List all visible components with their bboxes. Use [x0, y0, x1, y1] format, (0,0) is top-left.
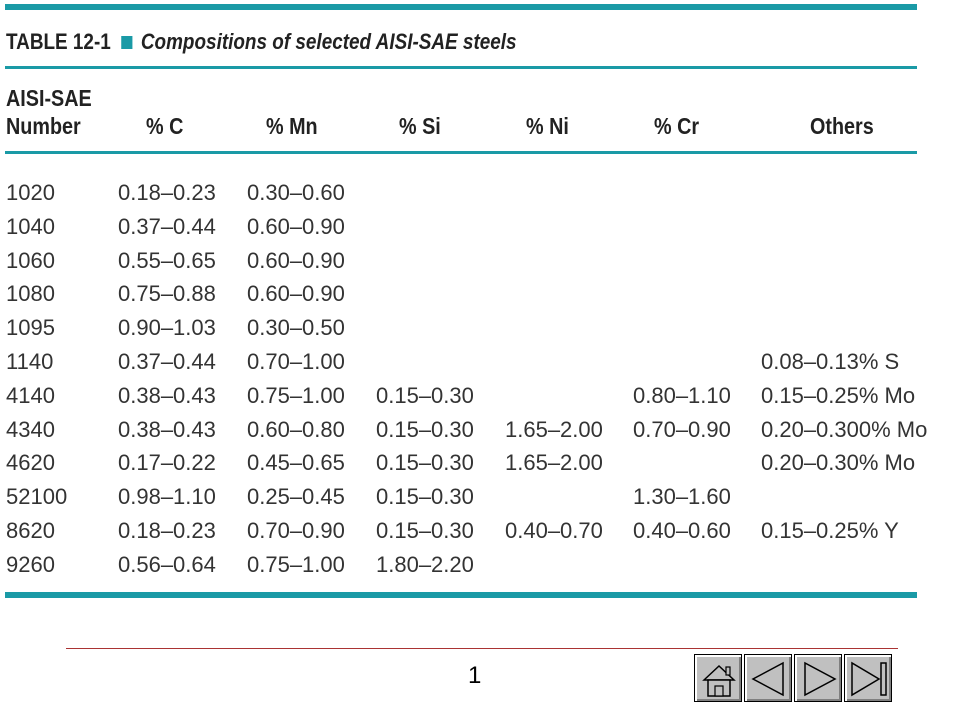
cell-mn: 0.75–1.00 — [247, 382, 345, 408]
cell-cr: 0.40–0.60 — [633, 518, 731, 543]
cell-c: 0.37–0.44 — [118, 213, 216, 239]
cell-c: 0.17–0.22 — [118, 450, 216, 476]
cell-others: 0.08–0.13% S — [761, 349, 900, 374]
header-ni: % Ni — [526, 113, 569, 139]
last-slide-icon — [851, 661, 887, 697]
cell-cr: 0.80–1.10 — [633, 382, 731, 408]
cell-c: 0.38–0.43 — [118, 382, 216, 408]
header-c: % C — [146, 113, 184, 139]
cell-si: 0.15–0.30 — [376, 484, 474, 510]
cell-mn: 0.45–0.65 — [247, 450, 345, 476]
cell-c: 0.56–0.64 — [118, 551, 216, 577]
table-title: TABLE 12-1 Compositions of selected AISI… — [6, 27, 517, 57]
cell-number: 4620 — [6, 450, 55, 476]
cell-number: 1095 — [6, 315, 55, 341]
home-button[interactable] — [694, 654, 742, 702]
table-number: TABLE 12-1 — [6, 29, 111, 54]
cell-others: 0.20–0.300% Mo — [761, 416, 928, 442]
top-rule — [5, 4, 917, 10]
cell-mn: 0.60–0.90 — [247, 213, 345, 239]
header-si: % Si — [399, 113, 441, 139]
cell-si: 0.15–0.30 — [376, 382, 474, 408]
cell-others: 0.15–0.25% Mo — [761, 382, 916, 408]
cell-ni: 1.65–2.00 — [505, 450, 603, 476]
cell-c: 0.18–0.23 — [118, 518, 216, 543]
page-number: 1 — [468, 662, 482, 689]
cell-cr: 1.30–1.60 — [633, 484, 731, 510]
title-square-icon — [121, 35, 133, 49]
cell-number: 52100 — [6, 484, 68, 510]
cell-c: 0.75–0.88 — [118, 281, 216, 307]
cell-others: 0.20–0.30% Mo — [761, 450, 916, 476]
cell-ni: 0.40–0.70 — [505, 518, 603, 543]
cell-si: 0.15–0.30 — [376, 518, 474, 543]
cell-number: 4140 — [6, 382, 55, 408]
cell-number: 1140 — [6, 349, 54, 374]
cell-mn: 0.30–0.60 — [247, 180, 345, 205]
cell-mn: 0.70–1.00 — [247, 349, 345, 374]
cell-number: 8620 — [6, 518, 55, 543]
last-slide-button[interactable] — [844, 654, 892, 702]
header-cr: % Cr — [654, 113, 700, 139]
header-rule — [5, 151, 917, 154]
cell-mn: 0.70–0.90 — [247, 518, 345, 543]
title-rule — [5, 66, 917, 69]
header-others: Others — [810, 113, 874, 139]
cell-c: 0.18–0.23 — [118, 180, 216, 205]
cell-number: 1080 — [6, 281, 55, 307]
cell-number: 4340 — [6, 416, 55, 442]
cell-c: 0.98–1.10 — [118, 484, 216, 510]
cell-si: 0.15–0.30 — [376, 416, 474, 442]
cell-number: 1040 — [6, 213, 55, 239]
cell-mn: 0.60–0.80 — [247, 416, 345, 442]
cell-mn: 0.75–1.00 — [247, 551, 345, 577]
header-number-line2: Number — [6, 113, 81, 139]
header-number-line1: AISI-SAE — [6, 85, 92, 111]
next-icon — [804, 661, 837, 697]
table-caption: Compositions of selected AISI-SAE steels — [140, 29, 517, 54]
cell-number: 1060 — [6, 247, 55, 273]
bottom-rule — [5, 592, 917, 598]
cell-others: 0.15–0.25% Y — [761, 518, 899, 543]
previous-icon — [751, 661, 784, 697]
cell-si: 0.15–0.30 — [376, 450, 474, 476]
cell-mn: 0.25–0.45 — [247, 484, 345, 510]
cell-c: 0.55–0.65 — [118, 247, 216, 273]
next-button[interactable] — [794, 654, 842, 702]
cell-cr: 0.70–0.90 — [633, 416, 731, 442]
cell-c: 0.90–1.03 — [118, 315, 216, 341]
header-mn: % Mn — [266, 113, 318, 139]
cell-number: 1020 — [6, 180, 55, 205]
cell-mn: 0.60–0.90 — [247, 247, 345, 273]
previous-button[interactable] — [744, 654, 792, 702]
home-icon — [702, 664, 736, 697]
footer-line — [66, 648, 898, 649]
cell-ni: 1.65–2.00 — [505, 416, 603, 442]
cell-mn: 0.60–0.90 — [247, 281, 345, 307]
cell-si: 1.80–2.20 — [376, 551, 474, 577]
cell-c: 0.38–0.43 — [118, 416, 216, 442]
cell-mn: 0.30–0.50 — [247, 315, 345, 341]
cell-number: 9260 — [6, 551, 55, 577]
header-number: AISI-SAE Number — [6, 84, 92, 140]
cell-c: 0.37–0.44 — [118, 349, 216, 374]
